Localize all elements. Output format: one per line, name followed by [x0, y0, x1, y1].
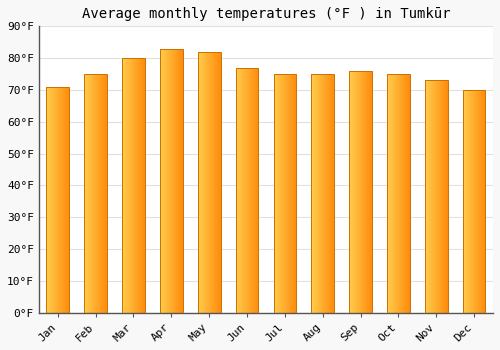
Bar: [84, 74, 107, 313]
Bar: [46, 87, 69, 313]
Bar: [236, 68, 258, 313]
Bar: [198, 52, 220, 313]
Bar: [349, 71, 372, 313]
Title: Average monthly temperatures (°F ) in Tumkūr: Average monthly temperatures (°F ) in Tu…: [82, 7, 450, 21]
Bar: [463, 90, 485, 313]
Bar: [387, 74, 410, 313]
Bar: [312, 74, 334, 313]
Bar: [274, 74, 296, 313]
Bar: [425, 80, 448, 313]
Bar: [122, 58, 145, 313]
Bar: [160, 49, 182, 313]
